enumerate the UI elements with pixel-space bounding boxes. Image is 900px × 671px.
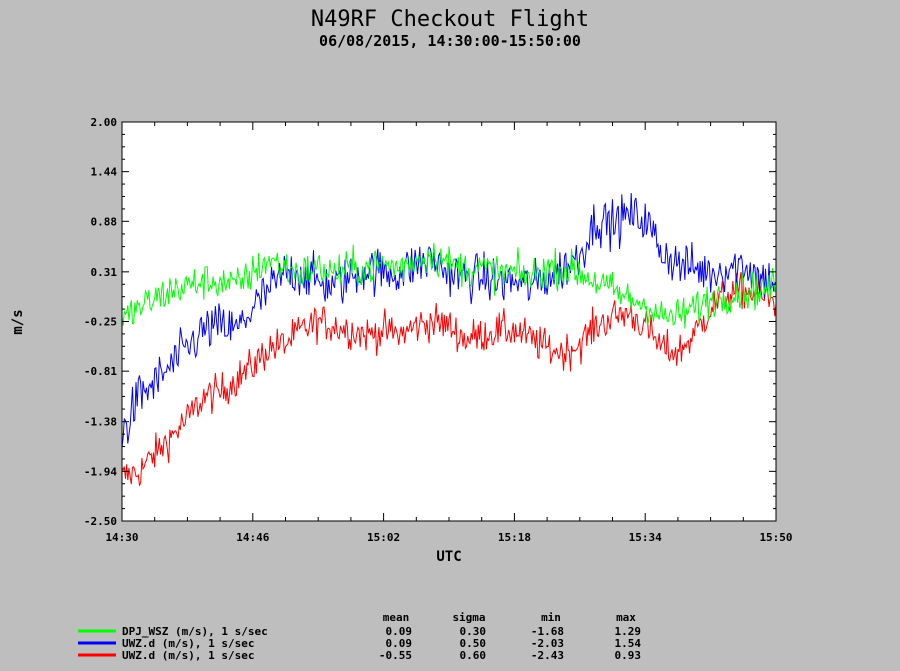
series-line-3 — [121, 271, 777, 486]
stats-value-min: -2.43 — [531, 649, 564, 662]
stats-value-mean: 0.09 — [386, 637, 413, 650]
stats-value-mean: 0.09 — [386, 625, 413, 638]
series-line-1 — [121, 192, 777, 448]
legend: mean sigma min max DPJ_WSZ (m/s), 1 s/sec 0.0… — [78, 611, 641, 662]
y-axis-label: m/s — [10, 309, 26, 334]
series-line-2 — [121, 242, 777, 329]
x-tick-label: 15:50 — [759, 531, 792, 544]
y-tick-label: 0.88 — [91, 215, 118, 228]
legend-label: UWZ.d (m/s), 1 s/sec — [122, 637, 254, 650]
y-tick-label: -0.81 — [84, 365, 117, 378]
stats-header-max: max — [616, 611, 636, 624]
x-tick-label: 14:30 — [105, 531, 138, 544]
y-tick-label: -2.50 — [84, 515, 117, 528]
y-tick-label: -0.25 — [84, 316, 117, 329]
stats-value-max: 1.29 — [615, 625, 642, 638]
y-tick-label: 1.44 — [91, 166, 118, 179]
stats-value-mean: -0.55 — [379, 649, 412, 662]
x-tick-label: 15:18 — [498, 531, 531, 544]
stats-header-min: min — [541, 611, 561, 624]
stats-value-sigma: 0.50 — [460, 637, 487, 650]
x-axis-label: UTC — [436, 549, 461, 565]
y-tick-label: 0.31 — [91, 266, 118, 279]
y-tick-label: 2.00 — [91, 116, 118, 129]
y-tick-label: -1.94 — [84, 465, 117, 478]
legend-label: UWZ.d (m/s), 1 s/sec — [122, 649, 254, 662]
stats-header-sigma: sigma — [452, 611, 485, 624]
y-tick-label: -1.38 — [84, 416, 117, 429]
x-tick-label: 14:46 — [236, 531, 269, 544]
stats-value-min: -1.68 — [531, 625, 564, 638]
stats-value-sigma: 0.60 — [460, 649, 487, 662]
chart-subtitle: 06/08/2015, 14:30:00-15:50:00 — [319, 32, 581, 50]
stats-value-max: 0.93 — [615, 649, 642, 662]
stats-value-sigma: 0.30 — [460, 625, 487, 638]
chart-title: N49RF Checkout Flight — [311, 7, 589, 32]
axes: 2.00 1.44 0.88 0.31 -0.25 -0.81 -1.38 -1.94 -2.5… — [84, 116, 793, 544]
x-tick-label: 15:02 — [367, 531, 400, 544]
legend-label: DPJ_WSZ (m/s), 1 s/sec — [122, 625, 268, 638]
stats-value-max: 1.54 — [615, 637, 642, 650]
stats-header-mean: mean — [383, 611, 410, 624]
stats-value-min: -2.03 — [531, 637, 564, 650]
x-tick-label: 15:34 — [629, 531, 662, 544]
plot-area — [121, 122, 777, 521]
